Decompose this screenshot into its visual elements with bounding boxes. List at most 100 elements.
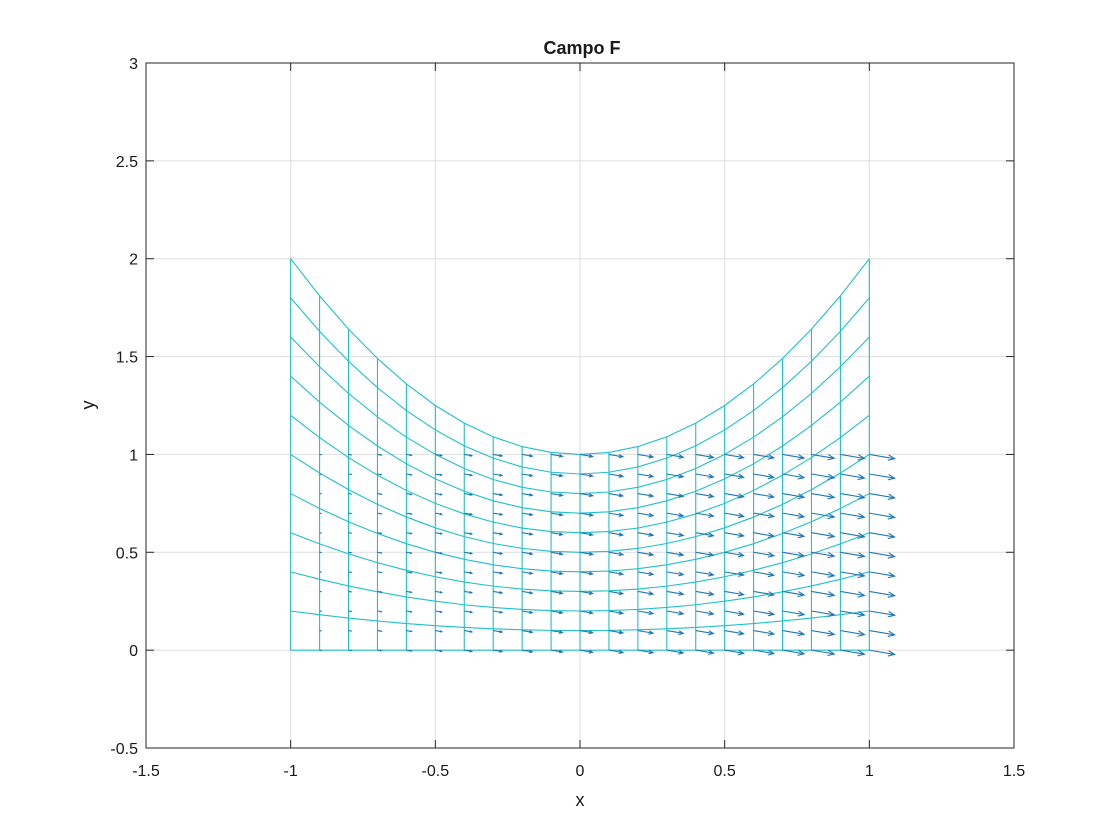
vector-arrow bbox=[637, 630, 654, 634]
vector-arrow-head bbox=[439, 512, 444, 516]
vector-arrow-head bbox=[827, 454, 836, 461]
vector-arrow bbox=[608, 630, 623, 634]
chart-title: Campo F bbox=[543, 38, 620, 58]
vector-arrow-head bbox=[708, 473, 715, 479]
vector-arrow bbox=[637, 493, 654, 497]
vector-arrow-head bbox=[469, 649, 474, 653]
vector-arrow-head bbox=[737, 571, 746, 577]
vector-arrow-head bbox=[588, 610, 595, 615]
vector-arrow bbox=[724, 453, 744, 459]
vector-arrow-head bbox=[558, 551, 564, 556]
vector-arrow bbox=[840, 551, 865, 557]
vector-arrow-head bbox=[588, 551, 595, 556]
vector-arrow-head bbox=[529, 493, 534, 497]
vector-arrow-head bbox=[648, 493, 655, 498]
vector-arrow-head bbox=[737, 591, 746, 597]
vector-arrow-head bbox=[439, 453, 444, 457]
vector-arrow bbox=[608, 571, 623, 575]
vector-arrow bbox=[550, 532, 563, 536]
vector-arrow bbox=[811, 512, 835, 518]
vector-arrow bbox=[811, 590, 835, 596]
vector-arrow-head bbox=[797, 610, 806, 617]
vector-arrow-head bbox=[887, 493, 896, 500]
vector-arrow bbox=[522, 649, 533, 653]
vector-arrow bbox=[522, 630, 533, 633]
vector-arrow-head bbox=[558, 610, 564, 615]
vector-arrow bbox=[637, 473, 654, 478]
vector-arrow-head bbox=[767, 630, 776, 636]
vector-arrow-head bbox=[409, 590, 413, 594]
vector-arrow-head bbox=[350, 473, 353, 476]
vector-arrow bbox=[753, 493, 774, 498]
vector-arrow bbox=[811, 453, 835, 459]
vector-arrow bbox=[753, 610, 774, 615]
vector-arrow bbox=[522, 453, 533, 457]
vector-arrow bbox=[608, 649, 623, 654]
vector-arrow-head bbox=[409, 571, 413, 574]
vector-arrow bbox=[840, 453, 865, 460]
vector-arrow bbox=[579, 630, 593, 634]
vector-arrow bbox=[840, 532, 865, 538]
vector-arrow-head bbox=[678, 512, 685, 518]
vector-arrow bbox=[666, 453, 684, 458]
vector-arrow bbox=[724, 532, 744, 537]
vector-arrow-head bbox=[767, 473, 776, 480]
vector-arrow bbox=[782, 571, 805, 577]
vector-arrow bbox=[811, 610, 835, 616]
vector-arrow-head bbox=[379, 453, 383, 456]
vector-arrow bbox=[811, 571, 835, 577]
vector-arrow bbox=[695, 649, 714, 654]
vector-arrow-head bbox=[797, 551, 806, 558]
y-tick-label: 3 bbox=[129, 56, 138, 73]
vector-arrow-head bbox=[350, 610, 353, 613]
vector-arrow bbox=[550, 493, 563, 497]
vector-arrow-head bbox=[767, 571, 776, 578]
vector-arrow-head bbox=[379, 532, 383, 535]
vector-arrow-head bbox=[409, 649, 413, 652]
vector-arrow bbox=[493, 590, 503, 594]
vector-arrow-head bbox=[439, 610, 444, 614]
vector-arrow-head bbox=[857, 532, 866, 539]
vector-arrow-head bbox=[529, 649, 534, 654]
vector-arrow-head bbox=[648, 610, 655, 616]
vector-arrow-head bbox=[648, 591, 655, 596]
vector-arrow-head bbox=[439, 571, 444, 574]
vector-arrow bbox=[753, 512, 774, 518]
vector-arrow bbox=[637, 551, 654, 556]
vector-arrow-head bbox=[588, 454, 595, 458]
vector-arrow-head bbox=[648, 649, 655, 655]
vector-arrow-head bbox=[469, 610, 474, 614]
vector-arrow-head bbox=[797, 630, 806, 637]
vector-arrow bbox=[811, 532, 835, 538]
x-tick-label: 0.5 bbox=[714, 763, 736, 780]
vector-arrow bbox=[724, 590, 744, 596]
vector-arrow-head bbox=[797, 454, 806, 461]
vector-arrow bbox=[666, 571, 684, 576]
vector-arrow-head bbox=[887, 552, 896, 559]
vector-arrow bbox=[782, 630, 805, 635]
vector-arrow-head bbox=[737, 532, 746, 538]
vector-arrow-head bbox=[379, 551, 383, 554]
vector-arrow-head bbox=[708, 591, 715, 597]
vector-arrow-head bbox=[409, 551, 413, 555]
vector-arrow-head bbox=[708, 630, 715, 636]
vector-arrow bbox=[782, 532, 805, 537]
vector-arrow-head bbox=[499, 454, 504, 458]
vector-arrow bbox=[869, 610, 895, 616]
vector-arrow bbox=[550, 590, 563, 594]
vector-arrow bbox=[782, 473, 805, 479]
vector-arrow bbox=[608, 453, 623, 458]
vector-arrow-head bbox=[350, 649, 353, 652]
vector-arrow-head bbox=[499, 591, 504, 595]
vector-arrow-head bbox=[439, 473, 444, 477]
vector-arrow-head bbox=[529, 551, 534, 556]
vector-arrow-head bbox=[618, 532, 625, 537]
vector-arrow bbox=[637, 649, 654, 654]
vector-arrow-head bbox=[409, 473, 413, 476]
vector-arrow-head bbox=[499, 571, 504, 575]
vector-arrow-head bbox=[558, 591, 564, 595]
vector-arrow-head bbox=[767, 649, 776, 656]
vector-arrow-head bbox=[708, 551, 715, 558]
vector-arrow-head bbox=[350, 630, 353, 632]
